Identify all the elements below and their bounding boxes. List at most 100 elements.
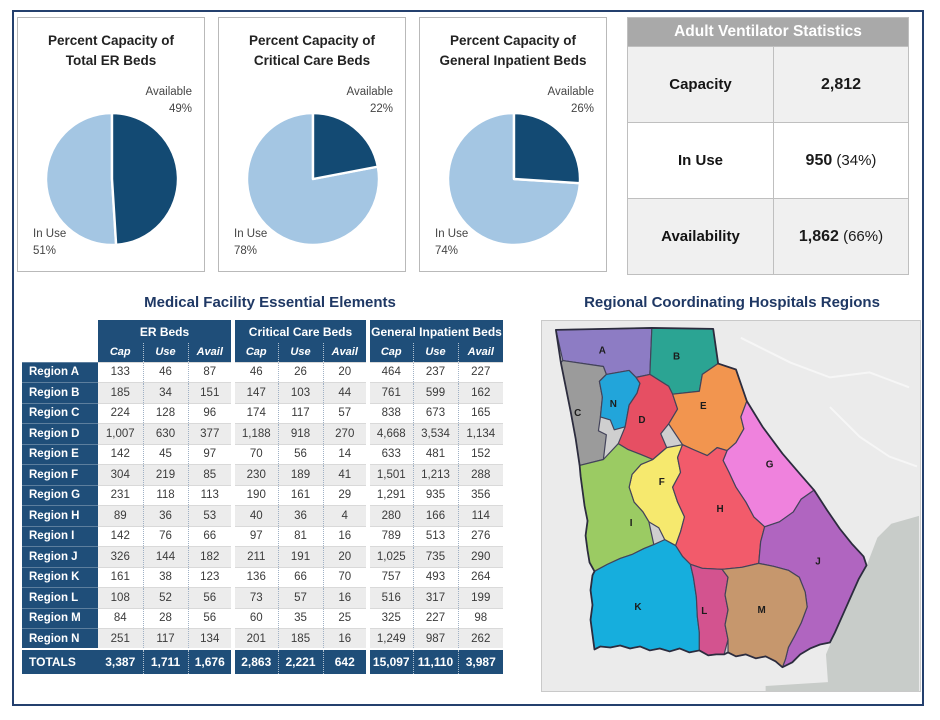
table-row: Region K 161 38 123 136 66 70 757 493 264 xyxy=(22,566,503,588)
value-cell: 227 xyxy=(412,607,458,629)
value-cell: 630 xyxy=(142,423,188,444)
value-cell: 377 xyxy=(187,423,233,444)
value-cell: 76 xyxy=(142,525,188,547)
value-cell: 211 xyxy=(231,546,278,567)
totals-value-cell: 2,221 xyxy=(277,648,323,674)
in-use-label: In Use 74% xyxy=(435,227,469,257)
region-name-cell: Region J xyxy=(22,546,98,567)
value-cell: 41 xyxy=(322,464,368,485)
value-cell: 317 xyxy=(412,587,458,608)
value-cell: 36 xyxy=(277,505,323,526)
value-cell: 227 xyxy=(457,361,503,383)
map-region-label: F xyxy=(659,477,665,488)
col-avail: Avail xyxy=(457,343,503,362)
value-cell: 56 xyxy=(187,587,233,608)
value-cell: 66 xyxy=(187,525,233,547)
value-cell: 1,249 xyxy=(366,628,413,649)
value-cell: 201 xyxy=(231,628,278,649)
value-cell: 1,188 xyxy=(231,423,278,444)
available-slice xyxy=(110,111,180,247)
value-cell: 493 xyxy=(412,566,458,588)
state-border xyxy=(555,327,868,669)
group-header-er: ER Beds xyxy=(98,320,233,343)
bottom-row: Medical Facility Essential Elements ER B… xyxy=(21,286,926,692)
value-cell: 46 xyxy=(231,361,278,383)
value-cell: 1,134 xyxy=(457,423,503,444)
col-use: Use xyxy=(277,343,323,362)
value-cell: 28 xyxy=(142,607,188,629)
value-cell: 89 xyxy=(98,505,143,526)
general-inpatient-pie-card: Percent Capacity of General Inpatient Be… xyxy=(419,17,607,272)
value-cell: 224 xyxy=(98,402,143,424)
value-cell: 97 xyxy=(231,525,278,547)
value-cell: 16 xyxy=(322,525,368,547)
col-use: Use xyxy=(142,343,188,362)
totals-value-cell: 15,097 xyxy=(366,648,413,674)
value-cell: 20 xyxy=(322,361,368,383)
value-cell: 53 xyxy=(187,505,233,526)
table-row: Region B 185 34 151 147 103 44 761 599 162 xyxy=(22,382,503,403)
table-row: Region F 304 219 85 230 189 41 1,501 1,213 288 xyxy=(22,464,503,485)
value-cell: 735 xyxy=(412,546,458,567)
map-region-label: E xyxy=(700,401,707,412)
map-region-label: D xyxy=(638,415,645,426)
value-cell: 87 xyxy=(187,361,233,383)
col-avail: Avail xyxy=(322,343,368,362)
table-row: Region E 142 45 97 70 56 14 633 481 152 xyxy=(22,443,503,465)
map-title: Regional Coordinating Hospitals Regions xyxy=(584,294,880,311)
sub-header-row: Cap Use Avail Cap Use Avail Cap Use Avai… xyxy=(22,343,503,362)
regions-map-section: Regional Coordinating Hospitals Regions xyxy=(541,286,923,692)
value-cell: 185 xyxy=(98,382,143,403)
ocean xyxy=(765,515,919,691)
value-cell: 290 xyxy=(457,546,503,567)
map-region-label: I xyxy=(630,518,633,529)
value-cell: 25 xyxy=(322,607,368,629)
value-cell: 45 xyxy=(142,443,188,465)
value-cell: 237 xyxy=(412,361,458,383)
value-cell: 133 xyxy=(98,361,143,383)
value-cell: 516 xyxy=(366,587,413,608)
value-cell: 513 xyxy=(412,525,458,547)
pie-title-line2: Critical Care Beds xyxy=(253,52,371,68)
value-cell: 191 xyxy=(277,546,323,567)
map-region-label: B xyxy=(673,352,680,363)
table-row: Region H 89 36 53 40 36 4 280 166 114 xyxy=(22,505,503,526)
availability-value: 1,862 (66%) xyxy=(773,198,909,275)
ventilator-table-title: Adult Ventilator Statistics xyxy=(627,17,909,47)
value-cell: 4,668 xyxy=(366,423,413,444)
value-cell: 3,534 xyxy=(412,423,458,444)
value-cell: 231 xyxy=(98,484,143,506)
value-cell: 29 xyxy=(322,484,368,506)
col-use: Use xyxy=(412,343,458,362)
col-cap: Cap xyxy=(366,343,413,362)
table-row: Region I 142 76 66 97 81 16 789 513 276 xyxy=(22,525,503,547)
value-cell: 464 xyxy=(366,361,413,383)
region-name-cell: Region D xyxy=(22,423,98,444)
table-row: Region N 251 117 134 201 185 16 1,249 987 262 xyxy=(22,628,503,649)
region-polygons xyxy=(555,327,868,668)
value-cell: 935 xyxy=(412,484,458,506)
value-cell: 34 xyxy=(142,382,188,403)
in-use-label: In Use 51% xyxy=(33,227,67,257)
pie-title: Percent Capacity of Critical Care Beds xyxy=(219,31,405,70)
region-name-cell: Region F xyxy=(22,464,98,485)
value-cell: 36 xyxy=(142,505,188,526)
value-cell: 70 xyxy=(322,566,368,588)
value-cell: 251 xyxy=(98,628,143,649)
corner-cell xyxy=(22,320,98,343)
table-row: Region J 326 144 182 211 191 20 1,025 735 290 xyxy=(22,546,503,567)
value-cell: 57 xyxy=(277,587,323,608)
value-cell: 38 xyxy=(142,566,188,588)
value-cell: 761 xyxy=(366,382,413,403)
value-cell: 838 xyxy=(366,402,413,424)
value-cell: 84 xyxy=(98,607,143,629)
value-cell: 35 xyxy=(277,607,323,629)
value-cell: 230 xyxy=(231,464,278,485)
ventilator-stats-section: Adult Ventilator Statistics Capacity 2,8… xyxy=(627,17,909,275)
totals-value-cell: 1,711 xyxy=(142,648,188,674)
value-cell: 44 xyxy=(322,382,368,403)
georgia-regions-map: A B C D E F G H I J K L M N xyxy=(541,320,921,692)
totals-label: TOTALS xyxy=(22,648,98,674)
table-row: Availability 1,862 (66%) xyxy=(627,198,909,275)
